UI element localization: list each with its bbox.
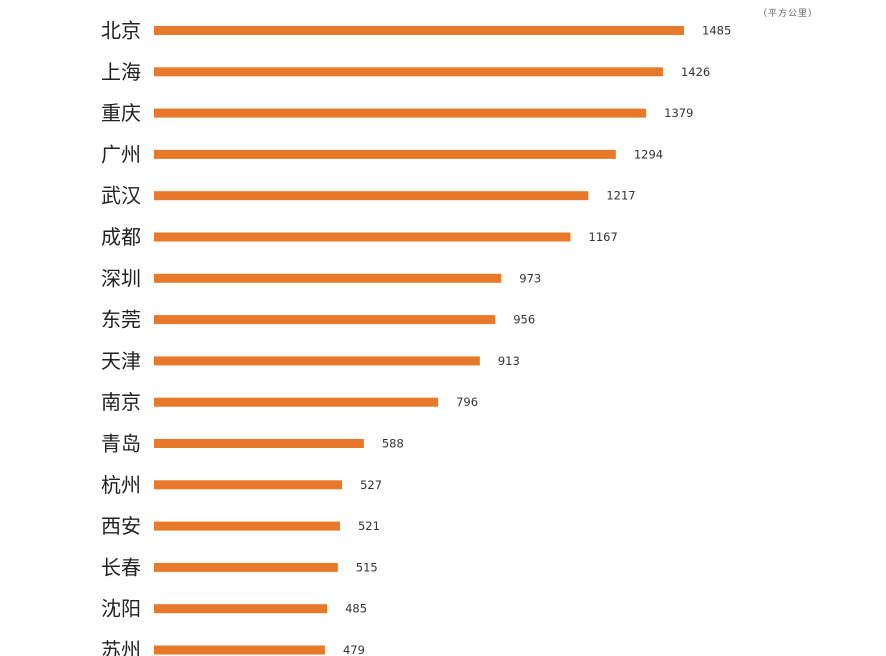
value-label: 485: [345, 602, 367, 616]
value-label: 796: [456, 395, 478, 409]
value-label: 1217: [606, 189, 635, 203]
bar: [154, 315, 496, 325]
bar: [154, 645, 325, 655]
category-label: 重庆: [101, 101, 141, 125]
category-label: 天津: [101, 349, 141, 373]
category-label: 东莞: [101, 308, 141, 332]
bar: [154, 149, 616, 159]
value-label: 1294: [634, 147, 663, 161]
value-label: 956: [513, 313, 535, 327]
bar: [154, 273, 502, 283]
unit-note: （平方公里）: [757, 9, 818, 19]
value-label: 1379: [664, 106, 693, 120]
category-label: 广州: [101, 142, 141, 166]
category-label: 成都: [101, 225, 141, 249]
value-label: 527: [360, 478, 382, 492]
bar: [154, 67, 663, 77]
category-label: 武汉: [101, 184, 141, 208]
bar: [154, 26, 684, 35]
category-label: 上海: [101, 60, 141, 84]
bar: [154, 232, 571, 242]
value-label: 1485: [702, 24, 731, 38]
category-label: 杭州: [101, 473, 141, 497]
bar: [154, 397, 439, 407]
bar: [154, 521, 340, 531]
category-label: 长春: [101, 555, 141, 579]
bar: [154, 356, 480, 366]
value-label: 1426: [681, 65, 710, 79]
bar: [154, 439, 364, 448]
value-label: 479: [343, 643, 365, 656]
bar: [154, 604, 328, 614]
bar: [154, 562, 338, 572]
category-label: 南京: [101, 390, 141, 414]
value-label: 1167: [589, 230, 618, 244]
category-label: 苏州: [101, 638, 141, 656]
bar: [154, 191, 589, 201]
bar: [154, 108, 647, 118]
value-label: 913: [498, 354, 520, 368]
value-label: 521: [358, 519, 380, 533]
category-label: 深圳: [101, 266, 141, 290]
value-label: 588: [382, 437, 404, 451]
value-label: 515: [356, 560, 378, 574]
category-label: 青岛: [101, 432, 141, 456]
value-label: 973: [519, 271, 541, 285]
bar: [154, 480, 343, 490]
category-label: 北京: [101, 19, 141, 43]
category-label: 西安: [101, 514, 141, 538]
category-label: 沈阳: [101, 597, 141, 621]
